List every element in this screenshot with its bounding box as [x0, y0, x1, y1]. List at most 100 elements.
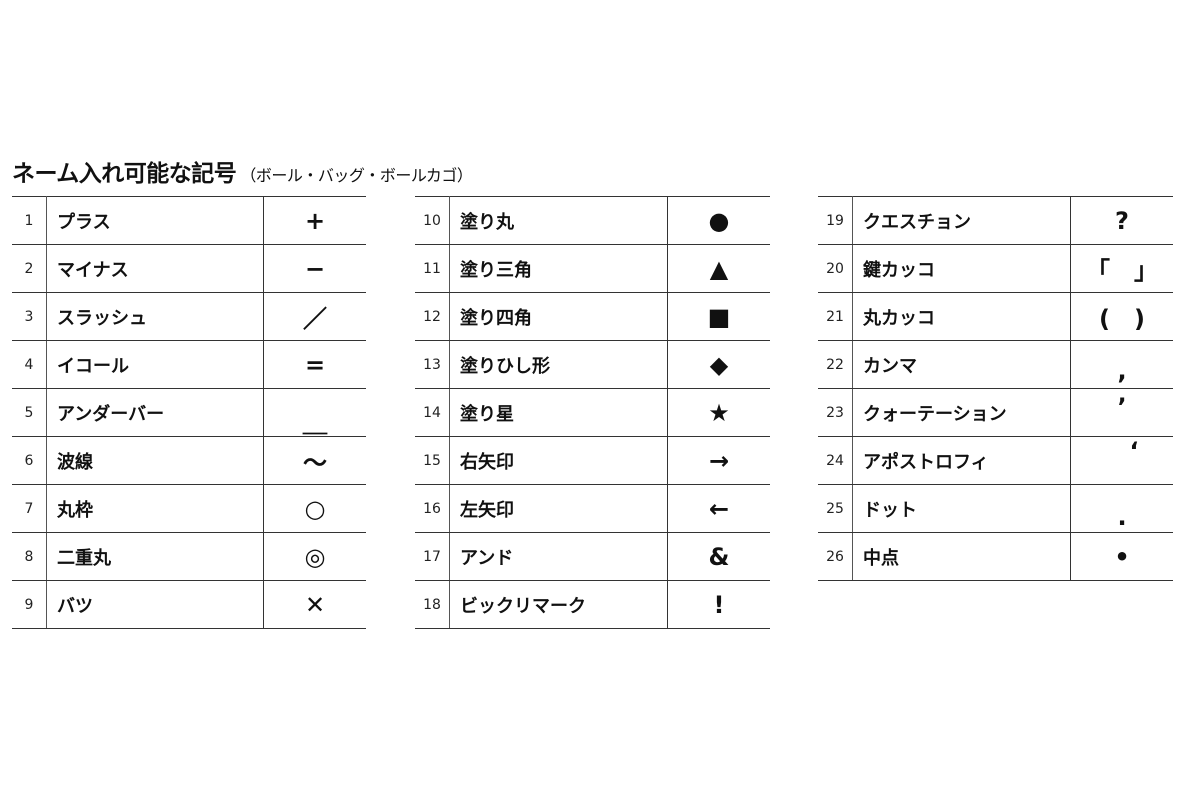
symbol-name: 左矢印 [449, 484, 668, 533]
row-number: 16 [415, 484, 450, 533]
symbol-table-2: 10 塗り丸 ● 11 塗り三角 ▲ 12 塗り四角 ■ 13 塗りひし形 ◆ 14 塗り星 ★ 15 右矢印 →… [415, 196, 770, 629]
row-number: 1 [12, 196, 47, 245]
row-number: 22 [818, 340, 853, 389]
table-row: 16 左矢印 ← [415, 484, 770, 533]
row-number: 17 [415, 532, 450, 581]
symbol-cell: + [263, 196, 366, 245]
symbol-name: アンド [449, 532, 668, 581]
symbol-cell: ● [667, 196, 770, 245]
table-row: 7 丸枠 ○ [12, 484, 366, 533]
symbol-name: 塗り星 [449, 388, 668, 437]
symbol-name: カンマ [852, 340, 1071, 389]
filled-triangle-icon: ▲ [709, 254, 729, 283]
row-number: 4 [12, 340, 47, 389]
symbol-name: クエスチョン [852, 196, 1071, 245]
cross-icon: ✕ [304, 590, 326, 619]
title-subtitle: （ボール・バッグ・ボールカゴ） [240, 166, 473, 185]
symbol-cell: ／ [263, 292, 366, 341]
filled-diamond-icon: ◆ [709, 350, 729, 379]
dot-icon: . [1117, 502, 1127, 531]
symbol-name: 塗りひし形 [449, 340, 668, 389]
quotation-icon: ’ [1117, 392, 1127, 421]
row-number: 12 [415, 292, 450, 341]
row-number: 23 [818, 388, 853, 437]
symbol-cell: 〜 [263, 436, 366, 485]
symbol-cell: ( ) [1070, 292, 1173, 341]
symbol-cell: ○ [263, 484, 366, 533]
symbol-cell: = [263, 340, 366, 389]
left-arrow-icon: ← [708, 494, 730, 523]
symbol-cell: . [1070, 484, 1173, 533]
row-number: 11 [415, 244, 450, 293]
row-number: 5 [12, 388, 47, 437]
symbol-name: スラッシュ [46, 292, 264, 341]
symbol-name: マイナス [46, 244, 264, 293]
row-number: 9 [12, 580, 47, 629]
symbol-cell: − [263, 244, 366, 293]
symbol-cell: 「 」 [1070, 244, 1173, 293]
table-row: 24 アポストロフィ ‘ [818, 436, 1173, 485]
symbol-cell: ? [1070, 196, 1173, 245]
table-row: 19 クエスチョン? [818, 196, 1173, 245]
table-row: 26 中点 • [818, 532, 1173, 581]
symbol-cell: → [667, 436, 770, 485]
symbol-name: アポストロフィ [852, 436, 1071, 485]
page-title: ネーム入れ可能な記号 （ボール・バッグ・ボールカゴ） [12, 154, 473, 188]
row-number: 3 [12, 292, 47, 341]
row-number: 2 [12, 244, 47, 293]
symbol-name: 丸カッコ [852, 292, 1071, 341]
question-icon: ? [1115, 206, 1129, 235]
equals-icon: = [304, 350, 326, 379]
symbol-name: ビックリマーク [449, 580, 668, 629]
symbol-cell: ’ [1070, 388, 1173, 437]
symbol-name: ドット [852, 484, 1071, 533]
table-row: 14 塗り星 ★ [415, 388, 770, 437]
corner-brackets-icon: 「 」 [1086, 257, 1158, 285]
table-row: 15 右矢印 → [415, 436, 770, 485]
row-number: 10 [415, 196, 450, 245]
symbol-cell: ★ [667, 388, 770, 437]
symbol-cell: ▲ [667, 244, 770, 293]
title-main: ネーム入れ可能な記号 [12, 161, 237, 187]
parentheses-icon: ( ) [1099, 305, 1145, 333]
symbol-cell: ← [667, 484, 770, 533]
filled-star-icon: ★ [708, 398, 730, 427]
minus-icon: − [304, 254, 326, 283]
table-row: 2 マイナス − [12, 244, 366, 293]
tilde-icon: 〜 [303, 449, 327, 477]
row-number: 13 [415, 340, 450, 389]
middle-dot-icon: • [1114, 542, 1130, 571]
symbol-name: 塗り四角 [449, 292, 668, 341]
symbol-name: 塗り丸 [449, 196, 668, 245]
double-circle-icon: ◎ [304, 542, 326, 571]
symbol-table-1: 1 プラス +2 マイナス − 3 スラッシュ ／ 4 イコール = 5 アンダーバー ＿ 6 波線 〜 7 丸枠 ○… [12, 196, 366, 629]
symbol-cell: ■ [667, 292, 770, 341]
symbol-name: プラス [46, 196, 264, 245]
row-number: 19 [818, 196, 853, 245]
exclamation-icon: ! [713, 590, 725, 619]
symbol-name: 二重丸 [46, 532, 264, 581]
row-number: 21 [818, 292, 853, 341]
table-row: 1 プラス + [12, 196, 366, 245]
symbol-name: アンダーバー [46, 388, 264, 437]
apostrophe-icon: ‘ [1129, 436, 1139, 465]
symbol-name: 丸枠 [46, 484, 264, 533]
symbol-cell: ◆ [667, 340, 770, 389]
row-number: 15 [415, 436, 450, 485]
symbol-name: 鍵カッコ [852, 244, 1071, 293]
symbol-name: 塗り三角 [449, 244, 668, 293]
table-row: 11 塗り三角 ▲ [415, 244, 770, 293]
table-row: 6 波線 〜 [12, 436, 366, 485]
filled-circle-icon: ● [708, 206, 730, 235]
table-row: 17 アンド & [415, 532, 770, 581]
symbol-name: イコール [46, 340, 264, 389]
table-row: 8 二重丸 ◎ [12, 532, 366, 581]
symbol-cell: , [1070, 340, 1173, 389]
row-number: 6 [12, 436, 47, 485]
symbol-cell: ＿ [263, 388, 366, 437]
symbol-cell: • [1070, 532, 1173, 581]
symbol-cell: ! [667, 580, 770, 629]
table-row: 12 塗り四角 ■ [415, 292, 770, 341]
plus-icon: + [304, 206, 326, 235]
table-row: 13 塗りひし形 ◆ [415, 340, 770, 389]
